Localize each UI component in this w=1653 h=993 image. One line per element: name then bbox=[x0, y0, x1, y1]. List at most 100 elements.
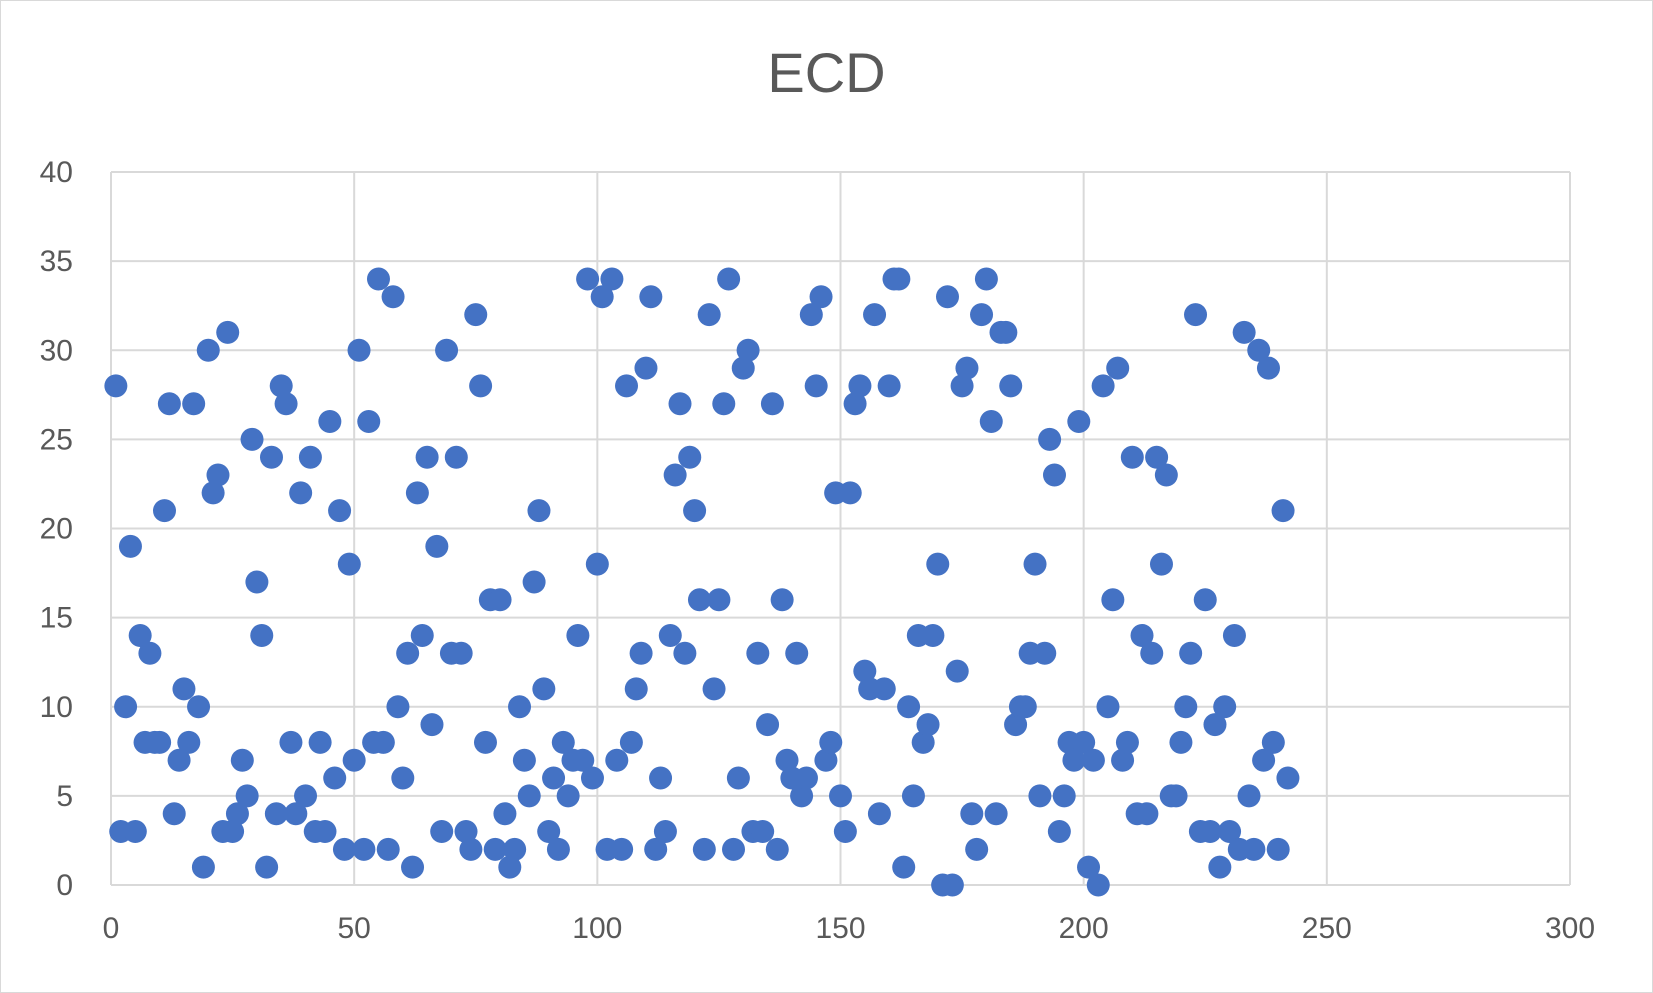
data-point bbox=[259, 445, 283, 469]
data-point bbox=[381, 285, 405, 309]
data-point bbox=[1023, 552, 1047, 576]
data-point bbox=[473, 730, 497, 754]
y-tick-label: 20 bbox=[40, 513, 73, 546]
data-point bbox=[585, 552, 609, 576]
data-point bbox=[503, 837, 527, 861]
data-point bbox=[1130, 623, 1154, 647]
x-tick-label: 200 bbox=[1059, 912, 1109, 945]
data-point bbox=[819, 730, 843, 754]
data-point bbox=[1174, 695, 1198, 719]
data-point bbox=[576, 267, 600, 291]
data-point bbox=[532, 677, 556, 701]
data-point bbox=[177, 730, 201, 754]
y-tick-label: 15 bbox=[40, 602, 73, 635]
data-point bbox=[401, 855, 425, 879]
data-point bbox=[1115, 730, 1139, 754]
data-point bbox=[469, 374, 493, 398]
data-point bbox=[863, 303, 887, 327]
data-point bbox=[580, 766, 604, 790]
data-point bbox=[945, 659, 969, 683]
data-point bbox=[775, 748, 799, 772]
data-point bbox=[726, 766, 750, 790]
data-point bbox=[678, 445, 702, 469]
data-point bbox=[391, 766, 415, 790]
data-point bbox=[230, 748, 254, 772]
data-point bbox=[619, 730, 643, 754]
data-point bbox=[1135, 802, 1159, 826]
data-point bbox=[692, 837, 716, 861]
data-point bbox=[921, 623, 945, 647]
data-point bbox=[707, 588, 731, 612]
data-point bbox=[1101, 588, 1125, 612]
data-point bbox=[352, 837, 376, 861]
data-point bbox=[770, 588, 794, 612]
data-point bbox=[940, 873, 964, 897]
data-point bbox=[926, 552, 950, 576]
data-point bbox=[1261, 730, 1285, 754]
y-tick-label: 35 bbox=[40, 245, 73, 278]
data-point bbox=[264, 802, 288, 826]
data-point bbox=[332, 837, 356, 861]
data-point bbox=[488, 588, 512, 612]
data-point bbox=[1179, 641, 1203, 665]
data-point bbox=[294, 784, 318, 808]
x-tick-label: 0 bbox=[103, 912, 120, 945]
data-point bbox=[396, 641, 420, 665]
data-point bbox=[1276, 766, 1300, 790]
data-point bbox=[546, 837, 570, 861]
data-point bbox=[1013, 695, 1037, 719]
data-point bbox=[639, 285, 663, 309]
x-tick-label: 150 bbox=[815, 912, 865, 945]
data-point bbox=[615, 374, 639, 398]
data-point bbox=[527, 499, 551, 523]
data-point bbox=[1091, 374, 1115, 398]
data-point bbox=[128, 623, 152, 647]
x-tick-label: 300 bbox=[1545, 912, 1595, 945]
data-point bbox=[673, 641, 697, 665]
data-point bbox=[328, 499, 352, 523]
data-point bbox=[892, 855, 916, 879]
data-point bbox=[537, 820, 561, 844]
data-point bbox=[240, 427, 264, 451]
data-point bbox=[624, 677, 648, 701]
data-point bbox=[522, 570, 546, 594]
y-tick-label: 10 bbox=[40, 691, 73, 724]
data-point bbox=[712, 392, 736, 416]
data-point bbox=[386, 695, 410, 719]
data-point bbox=[1256, 356, 1280, 380]
data-point bbox=[979, 410, 1003, 434]
data-point bbox=[897, 695, 921, 719]
data-point bbox=[935, 285, 959, 309]
data-point bbox=[984, 802, 1008, 826]
data-point bbox=[571, 748, 595, 772]
data-point bbox=[838, 481, 862, 505]
x-tick-label: 250 bbox=[1302, 912, 1352, 945]
data-point bbox=[1198, 820, 1222, 844]
data-point bbox=[955, 356, 979, 380]
data-point bbox=[216, 320, 240, 344]
data-point bbox=[201, 481, 225, 505]
data-point bbox=[357, 410, 381, 434]
data-point bbox=[1213, 695, 1237, 719]
data-point bbox=[950, 374, 974, 398]
data-point bbox=[1252, 748, 1276, 772]
data-point bbox=[1184, 303, 1208, 327]
data-point bbox=[1208, 855, 1232, 879]
data-point bbox=[172, 677, 196, 701]
data-point bbox=[1120, 445, 1144, 469]
data-point bbox=[269, 374, 293, 398]
data-point bbox=[799, 303, 823, 327]
data-point bbox=[809, 285, 833, 309]
data-point bbox=[887, 267, 911, 291]
data-point bbox=[717, 267, 741, 291]
data-point bbox=[444, 445, 468, 469]
x-tick-label: 50 bbox=[337, 912, 370, 945]
data-point bbox=[970, 303, 994, 327]
data-point bbox=[187, 695, 211, 719]
data-point bbox=[722, 837, 746, 861]
data-point bbox=[162, 802, 186, 826]
data-point bbox=[804, 374, 828, 398]
data-point bbox=[410, 623, 434, 647]
data-point bbox=[464, 303, 488, 327]
data-point bbox=[1145, 445, 1169, 469]
